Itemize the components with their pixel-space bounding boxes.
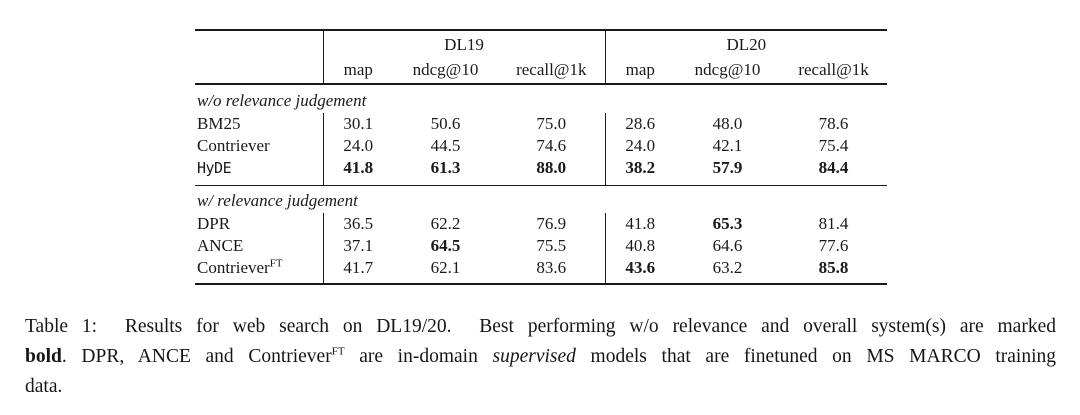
cell: 43.6 xyxy=(604,256,676,284)
cell: 63.2 xyxy=(712,257,743,277)
section-title-row: w/o relevance judgement xyxy=(195,84,887,113)
cell: 57.9 xyxy=(712,158,743,177)
corner-cell xyxy=(195,30,323,59)
section-title: w/o relevance judgement xyxy=(197,91,367,110)
cell: 65.3 xyxy=(712,213,743,233)
cell: 64.6 xyxy=(712,235,743,255)
col-header-map: map xyxy=(604,59,676,85)
caption-text: are in-domain xyxy=(344,346,493,367)
cell: 75.5 xyxy=(536,235,567,255)
caption-bold-word: bold xyxy=(25,346,62,367)
table-row-dpr: DPR 36.5 62.2 76.9 41.8 65.3 81.4 xyxy=(195,212,887,235)
row-label: DPR xyxy=(197,213,231,233)
cell: 24.0 xyxy=(604,135,676,157)
col-header-recall1k: recall@1k xyxy=(780,59,888,85)
cell: 41.7 xyxy=(322,256,393,284)
row-label-text: Contriever xyxy=(197,257,270,277)
cell: 84.4 xyxy=(818,158,849,177)
col-header-recall1k: recall@1k xyxy=(498,59,606,85)
cell: 28.6 xyxy=(604,113,676,135)
table-header: DL19 DL20 map ndcg@10 recall@1k map ndcg… xyxy=(195,30,888,85)
cell: 61.3 xyxy=(430,158,461,177)
group-header-row: DL19 DL20 xyxy=(195,30,888,59)
row-label: Contriever xyxy=(197,136,270,155)
caption-italic-word: supervised xyxy=(492,346,576,367)
cell: 24.0 xyxy=(322,135,393,157)
row-label: HyDE xyxy=(197,159,232,177)
table-row-hyde: HyDE 41.8 61.3 88.0 38.2 57.9 84.4 xyxy=(195,157,887,186)
caption-line-1: Table 1: Results for web search on DL19/… xyxy=(25,312,1056,342)
caption-text: Table 1: Results for web search on DL19/… xyxy=(25,316,1056,337)
cell: 85.8 xyxy=(818,257,849,277)
cell: 88.0 xyxy=(536,158,567,177)
cell: 64.5 xyxy=(430,235,461,255)
cell: 44.5 xyxy=(430,136,461,155)
caption-text: models that are finetuned on MS MARCO tr… xyxy=(575,346,1056,367)
cell: 75.4 xyxy=(818,136,849,155)
section-title: w/ relevance judgement xyxy=(195,185,888,213)
section-w-relevance: w/ relevance judgement DPR 36.5 62.2 76.… xyxy=(195,185,888,284)
group-header-dl19: DL19 xyxy=(322,30,606,59)
row-label: ContrieverFT xyxy=(195,257,323,284)
table-row-ance: ANCE 37.1 64.5 75.5 40.8 64.6 77.6 xyxy=(195,234,887,257)
caption-line-3: data. xyxy=(25,372,1056,402)
results-table: DL19 DL20 map ndcg@10 recall@1k map ndcg… xyxy=(195,29,888,285)
cell: 76.9 xyxy=(536,213,567,233)
cell: 38.2 xyxy=(604,157,676,186)
table-row-contriever: Contriever 24.0 44.5 74.6 24.0 42.1 75.4 xyxy=(195,135,887,157)
section-wo-relevance: w/o relevance judgement BM25 30.1 50.6 7… xyxy=(195,84,887,186)
table-row-contriever-ft: ContrieverFT 41.7 62.1 83.6 43.6 63.2 85… xyxy=(195,256,887,284)
cell: 42.1 xyxy=(712,136,743,155)
cell: 78.6 xyxy=(818,114,849,133)
cell: 48.0 xyxy=(712,114,743,133)
superscript-ft: FT xyxy=(331,345,345,358)
cell: 37.1 xyxy=(322,234,393,257)
cell: 75.0 xyxy=(536,114,567,133)
table-row-bm25: BM25 30.1 50.6 75.0 28.6 48.0 78.6 xyxy=(195,113,887,135)
cell: 30.1 xyxy=(322,113,393,135)
cell: 41.8 xyxy=(322,157,393,186)
cell: 50.6 xyxy=(430,114,461,133)
cell: 74.6 xyxy=(536,136,567,155)
cell: 41.8 xyxy=(604,212,676,235)
col-header-map: map xyxy=(322,59,393,85)
metric-header-row: map ndcg@10 recall@1k map ndcg@10 recall… xyxy=(195,59,888,85)
cell: 83.6 xyxy=(536,257,567,277)
row-label: ANCE xyxy=(197,235,244,255)
cell: 77.6 xyxy=(818,235,849,255)
table-caption: Table 1: Results for web search on DL19/… xyxy=(25,312,1056,402)
caption-text: data. xyxy=(25,376,63,397)
cell: 62.2 xyxy=(430,213,461,233)
cell: 81.4 xyxy=(818,213,849,233)
col-header-ndcg10: ndcg@10 xyxy=(393,59,498,85)
caption-line-2: bold. DPR, ANCE and ContrieverFT are in-… xyxy=(25,342,1056,372)
caption-text: . DPR, ANCE and Contriever xyxy=(61,346,332,367)
cell: 36.5 xyxy=(322,212,393,235)
corner-cell xyxy=(195,59,323,85)
cell: 62.1 xyxy=(430,257,461,277)
col-header-ndcg10: ndcg@10 xyxy=(675,59,781,85)
group-header-dl20: DL20 xyxy=(604,30,888,59)
row-label: BM25 xyxy=(197,114,241,133)
cell: 40.8 xyxy=(604,234,676,257)
section-title-row: w/ relevance judgement xyxy=(195,185,888,213)
superscript-ft: FT xyxy=(269,256,283,269)
